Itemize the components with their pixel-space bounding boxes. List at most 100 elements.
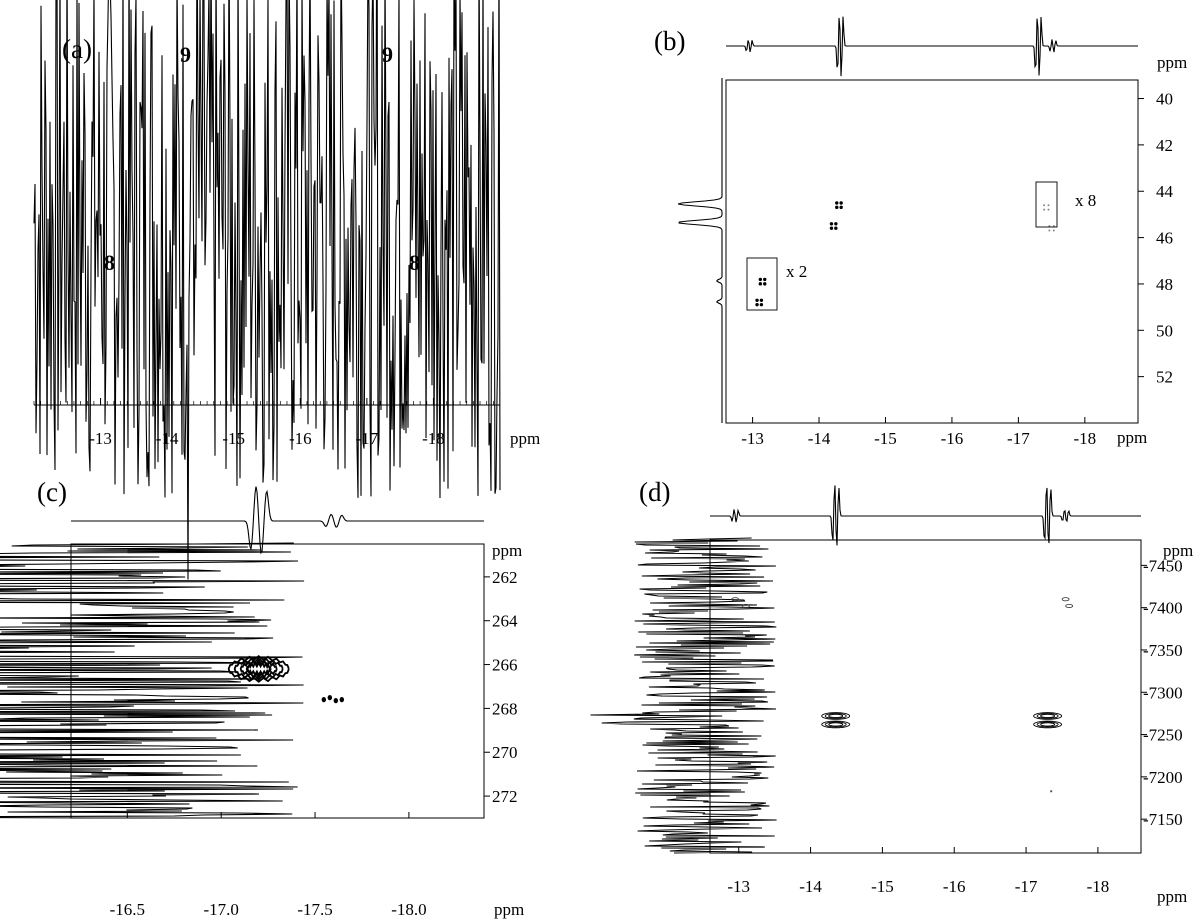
panel-b-x-tick-label: -14 (808, 429, 831, 448)
panel-b-crosspeak (834, 226, 838, 230)
panel-b-crosspeak (829, 226, 834, 230)
panel-a-tick-label: -13 (89, 429, 112, 448)
panel-d-left-projection (590, 537, 777, 854)
panel-c-y-tick-label: 266 (492, 656, 518, 675)
panel-d-contour (821, 712, 851, 720)
panel-b-x-tick-label: -15 (874, 429, 897, 448)
panel-d-crosspeak (742, 603, 750, 608)
panel-b-y-tick-label: 52 (1156, 368, 1173, 387)
panel-b-crosspeak (759, 298, 764, 302)
panel-d-top-projection (710, 485, 1141, 546)
panel-b-crosspeak (839, 201, 843, 205)
panel-b-box-x8 (1035, 181, 1058, 228)
panel-d-crosspeak (731, 597, 740, 602)
panel-d-contour (1033, 720, 1063, 729)
panel-d-label: (d) (639, 477, 670, 507)
panel-d-x-ticks: -13 -14 -15 -16 -17 -18 (727, 847, 1109, 896)
panel-d-x-tick-label: -16 (943, 877, 966, 896)
panel-d-x-tick-label: -14 (799, 877, 822, 896)
panel-c-label: (c) (37, 477, 67, 507)
panel-b-crosspeaks (755, 201, 1055, 307)
panel-b-x-unit: ppm (1117, 428, 1147, 447)
peak-label-9-left: 9 (180, 42, 191, 67)
panel-a: (a) 9 9 8 8 -13 -14 -15 -16 -17 -18 ppm (33, 0, 540, 580)
panel-d-y-unit: ppm (1163, 541, 1193, 560)
panel-d-contour (824, 713, 847, 719)
panel-d-contour (1033, 712, 1063, 720)
panel-d-contour (824, 721, 847, 728)
panel-b-box-x2 (746, 257, 778, 311)
panel-c-y-tick-label: 264 (492, 612, 518, 631)
panel-b-y-unit: ppm (1157, 53, 1187, 72)
panel-c-x-tick-label: -17.5 (297, 900, 332, 919)
panel-c-plot-frame (70, 543, 485, 819)
panel-a-x-unit: ppm (510, 429, 540, 448)
panel-b-crosspeak (758, 282, 763, 286)
panel-a-tick-label: -14 (156, 429, 179, 448)
panel-c-x-tick-label: -16.5 (110, 900, 145, 919)
panel-d-y-tick-label: -7300 (1143, 683, 1183, 702)
panel-c: (c) -16.5 -17.0 -17.5 -18.0 262 264 266 268 270… (0, 477, 524, 919)
panel-c-contour (245, 660, 272, 678)
panel-d-contour (1040, 713, 1056, 719)
panel-d-contour (828, 722, 844, 727)
panel-d-x-tick-label: -18 (1087, 877, 1110, 896)
panel-c-y-unit: ppm (492, 541, 522, 560)
panel-c-y-tick-label: 272 (492, 787, 518, 806)
panel-b-x-ticks: -13 -14 -15 -16 -17 -18 (741, 417, 1096, 448)
panel-d-crosspeaks (731, 597, 1074, 793)
panel-b-box-x2-label: x 2 (786, 262, 807, 281)
panel-b-x-tick-label: -13 (741, 429, 764, 448)
panel-d-y-ticks: -7450 -7400 -7350 -7300 -7250 -7200 -7150 (1141, 556, 1183, 829)
panel-c-y-tick-label: 262 (492, 568, 518, 587)
panel-b-crosspeak (759, 302, 764, 307)
panel-c-x-ticks: -16.5 -17.0 -17.5 -18.0 (110, 812, 427, 919)
panel-b-crosspeak (829, 222, 834, 226)
peak-label-8-right: 8 (409, 250, 420, 275)
panel-b-crosspeak (835, 201, 839, 205)
panel-b-crosspeak (835, 205, 839, 210)
panel-d-contour (1036, 721, 1059, 728)
peak-label-8-left: 8 (104, 250, 115, 275)
panel-a-spectrum-trace (33, 0, 501, 580)
panel-d-contour (821, 720, 851, 729)
panel-c-crosspeak (339, 697, 345, 703)
panel-d: (d) -13 -14 -15 -16 -17 -18 -7450-7400-7350-7… (590, 477, 1193, 906)
panel-d-contour (1036, 713, 1059, 719)
panel-b-crosspeak (755, 302, 759, 307)
panel-b-top-projection (726, 16, 1138, 77)
panel-d-y-tick-label: -7250 (1143, 726, 1183, 745)
panel-b-crosspeak (1048, 229, 1051, 232)
panel-b-left-projection (677, 78, 723, 423)
panel-b-label: (b) (654, 26, 685, 56)
panel-d-crosspeak (1061, 597, 1070, 602)
panel-c-left-projection (0, 542, 305, 819)
panel-c-crosspeaks (227, 654, 345, 704)
panel-a-tick-label: -15 (222, 429, 245, 448)
panel-c-x-tick-label: -18.0 (391, 900, 426, 919)
panel-d-crosspeak (1065, 603, 1074, 608)
panel-c-y-tick-label: 270 (492, 743, 518, 762)
panel-c-contour (233, 657, 284, 681)
panel-b-crosspeak (1043, 204, 1046, 207)
panel-b-y-tick-label: 40 (1156, 90, 1173, 109)
panel-d-y-tick-label: -7350 (1143, 641, 1183, 660)
panel-b-plot-frame (725, 79, 1139, 424)
panel-b-crosspeak (839, 205, 843, 210)
panel-c-x-unit: ppm (494, 900, 524, 919)
panel-d-x-tick-label: -13 (727, 877, 750, 896)
panel-c-contour (239, 659, 278, 679)
panel-b-crosspeak (755, 298, 759, 302)
panel-b-crosspeak (1043, 208, 1046, 211)
panel-d-crosspeak (1050, 790, 1053, 793)
panel-b-y-tick-label: 46 (1156, 229, 1173, 248)
panel-b-y-tick-label: 48 (1156, 275, 1173, 294)
panel-b-y-tick-label: 44 (1156, 182, 1174, 201)
panel-a-tick-label: -18 (422, 429, 445, 448)
panel-d-contour (828, 713, 844, 719)
panel-b-x-tick-label: -16 (941, 429, 964, 448)
panel-d-y-tick-label: -7450 (1143, 556, 1183, 575)
panel-d-x-unit: ppm (1157, 887, 1187, 906)
panel-c-top-projection (71, 486, 484, 555)
panel-b-crosspeak (763, 277, 767, 282)
